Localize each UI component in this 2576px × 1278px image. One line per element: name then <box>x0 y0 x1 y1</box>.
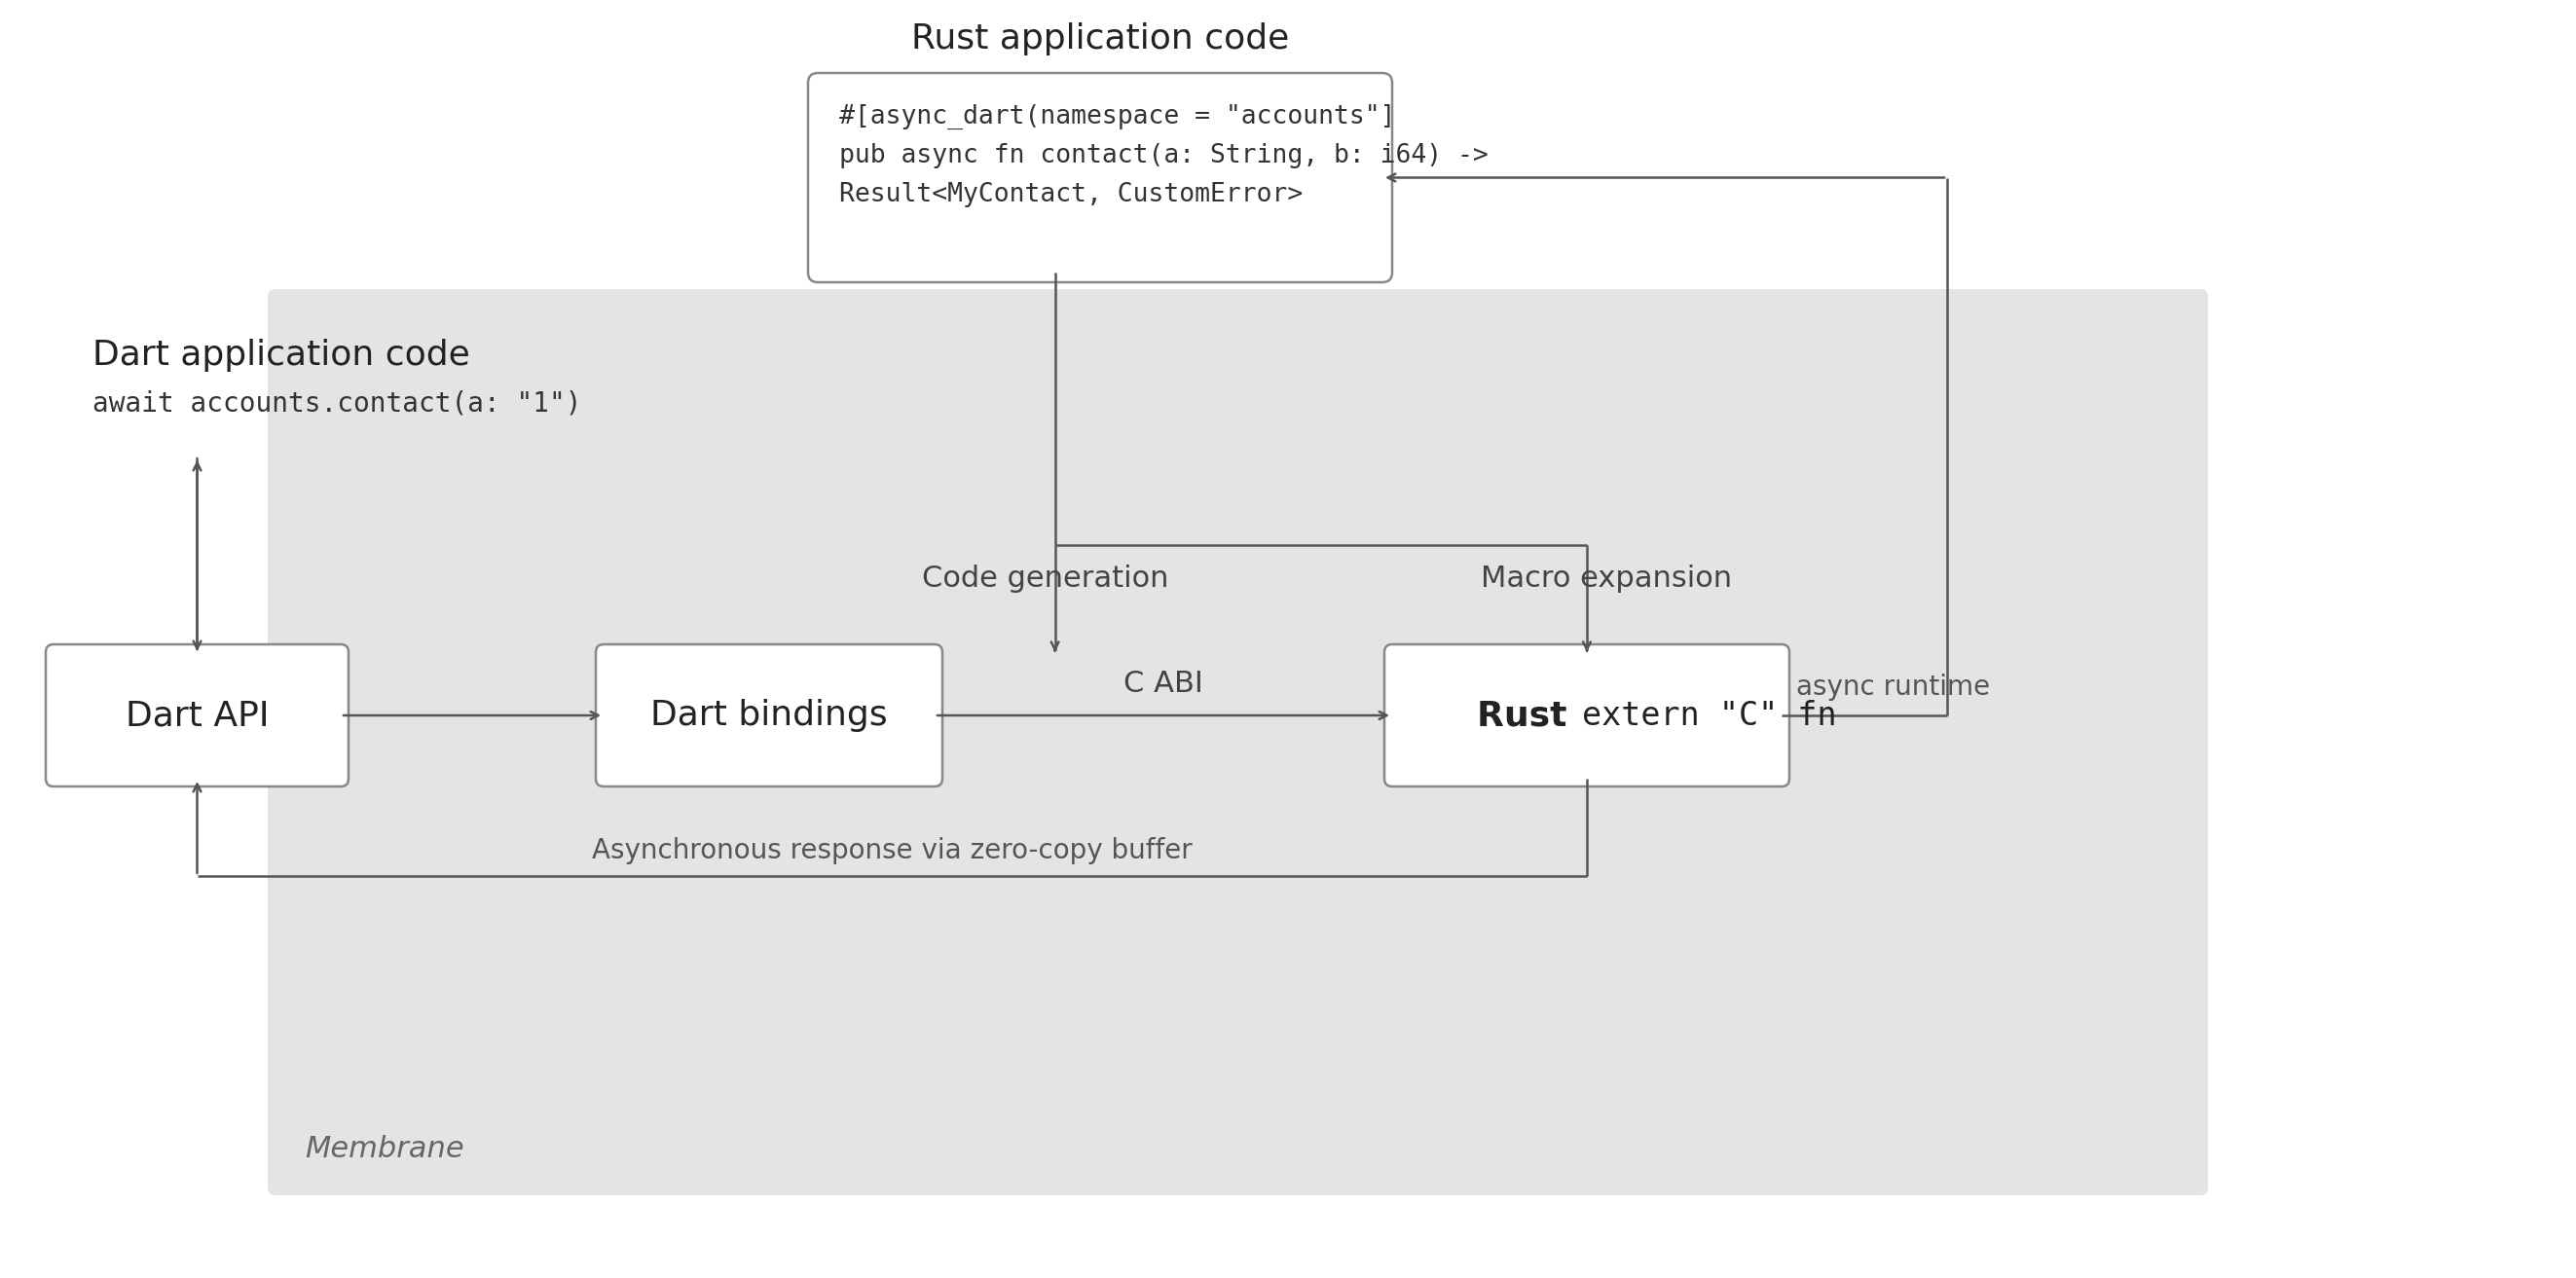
FancyBboxPatch shape <box>46 644 348 786</box>
Text: async runtime: async runtime <box>1795 674 1991 700</box>
Text: Dart application code: Dart application code <box>93 339 469 372</box>
Text: Code generation: Code generation <box>922 565 1170 593</box>
Text: Dart bindings: Dart bindings <box>652 699 889 732</box>
Text: await accounts.contact(a: "1"): await accounts.contact(a: "1") <box>93 390 582 417</box>
Text: Rust application code: Rust application code <box>912 23 1288 55</box>
FancyBboxPatch shape <box>595 644 943 786</box>
FancyBboxPatch shape <box>1383 644 1790 786</box>
Text: #[async_dart(namespace = "accounts"]
pub async fn contact(a: String, b: i64) ->
: #[async_dart(namespace = "accounts"] pub… <box>840 104 1489 207</box>
FancyBboxPatch shape <box>809 73 1391 282</box>
Text: C ABI: C ABI <box>1123 670 1203 698</box>
Text: Asynchronous response via zero-copy buffer: Asynchronous response via zero-copy buff… <box>592 837 1193 864</box>
Text: Macro expansion: Macro expansion <box>1481 565 1731 593</box>
Text: Dart API: Dart API <box>126 699 268 732</box>
FancyBboxPatch shape <box>268 289 2208 1195</box>
Text: Membrane: Membrane <box>304 1135 464 1163</box>
Text: extern "C" fn: extern "C" fn <box>1582 699 1837 731</box>
Text: Rust: Rust <box>1476 699 1579 732</box>
